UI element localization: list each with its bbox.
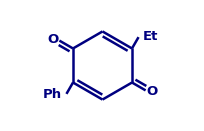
Text: O: O — [47, 33, 59, 47]
Text: Et: Et — [142, 30, 158, 43]
Text: Ph: Ph — [43, 88, 62, 101]
Text: O: O — [145, 84, 157, 98]
